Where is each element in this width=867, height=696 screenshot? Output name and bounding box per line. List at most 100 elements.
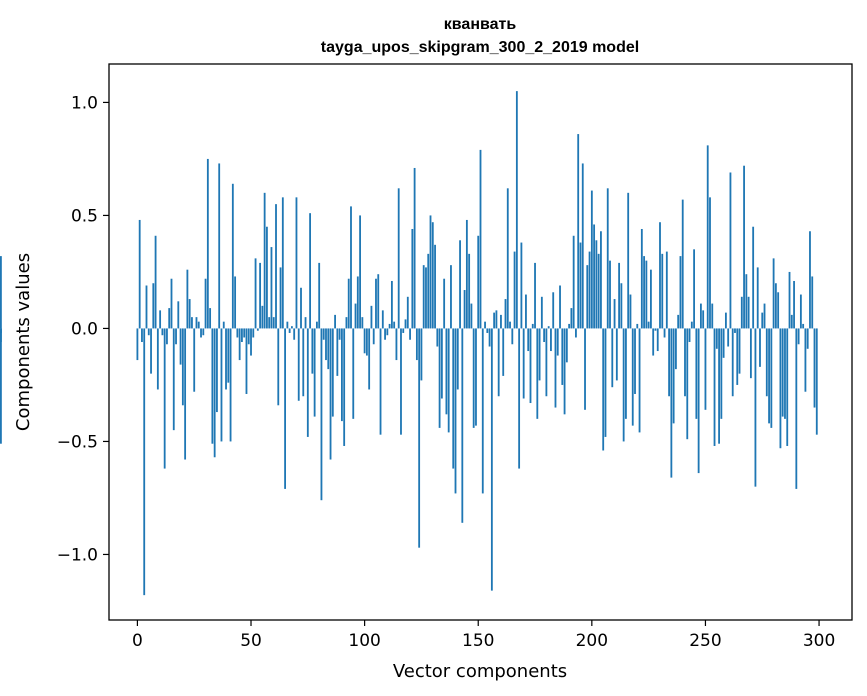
- bar: [570, 308, 573, 329]
- bar: [515, 91, 518, 329]
- x-tick-label: 300: [803, 631, 835, 651]
- bar: [813, 328, 816, 408]
- bar: [645, 260, 648, 329]
- bar: [556, 328, 559, 356]
- bar: [291, 326, 293, 329]
- bar: [606, 188, 609, 329]
- bar: [177, 301, 180, 329]
- bar: [170, 278, 173, 329]
- bar: [540, 296, 543, 329]
- bar: [361, 317, 364, 329]
- bar: [793, 280, 795, 329]
- bar: [375, 278, 377, 329]
- bar: [206, 158, 209, 329]
- bar: [320, 328, 323, 501]
- bar: [454, 328, 457, 494]
- bar: [745, 274, 748, 329]
- bar: [163, 328, 166, 469]
- bar: [688, 328, 691, 342]
- bar: [759, 328, 761, 367]
- bar: [309, 213, 311, 329]
- chart-title: кванвать: [444, 16, 517, 33]
- bar: [234, 276, 237, 329]
- bar: [300, 287, 302, 329]
- bar: [270, 247, 273, 329]
- bar: [243, 328, 246, 338]
- bar: [231, 183, 234, 329]
- bar: [311, 328, 314, 374]
- bar: [145, 285, 148, 329]
- bar: [381, 310, 384, 329]
- bar: [740, 296, 743, 329]
- bar: [788, 271, 791, 329]
- bar: [500, 314, 502, 329]
- bar: [450, 265, 452, 329]
- bar: [597, 253, 600, 329]
- bar: [297, 328, 300, 401]
- bar: [774, 283, 777, 329]
- bar: [679, 256, 682, 329]
- bar: [538, 328, 541, 381]
- bar: [620, 283, 623, 329]
- chart-subtitle: tayga_upos_skipgram_300_2_2019 model: [321, 39, 639, 56]
- bar: [222, 321, 225, 329]
- bar: [168, 308, 171, 329]
- bar: [781, 328, 784, 417]
- bar: [220, 328, 223, 442]
- bar: [513, 251, 516, 329]
- bar: [175, 328, 177, 345]
- bar: [447, 328, 450, 433]
- bar: [565, 328, 568, 363]
- bar: [279, 267, 282, 329]
- bar: [722, 328, 725, 358]
- bar: [663, 328, 666, 338]
- bar: [554, 328, 557, 408]
- bar: [172, 328, 175, 431]
- bar: [563, 328, 566, 415]
- bar: [681, 199, 684, 329]
- bar: [738, 328, 741, 374]
- bar: [259, 262, 262, 329]
- bar: [395, 328, 398, 361]
- bar: [404, 319, 407, 329]
- bar: [593, 224, 596, 329]
- x-tick-label: 100: [348, 631, 380, 651]
- bar: [241, 328, 243, 342]
- bar: [284, 328, 286, 489]
- bar: [0, 328, 2, 333]
- bar: [790, 314, 793, 329]
- bar: [713, 328, 716, 446]
- bar: [372, 328, 375, 345]
- bar: [202, 328, 205, 336]
- x-axis-ticks: 0 50 100 150 200 250 300: [132, 620, 835, 651]
- y-tick-label: −0.5: [57, 432, 98, 452]
- bar: [340, 328, 343, 422]
- bar: [479, 149, 482, 329]
- bar: [461, 328, 464, 523]
- bar: [186, 269, 189, 329]
- bar: [647, 321, 650, 329]
- bar: [304, 317, 307, 329]
- bar: [463, 290, 466, 329]
- bar: [238, 328, 241, 361]
- bar: [550, 328, 552, 352]
- bar: [668, 328, 670, 397]
- bar: [465, 219, 468, 329]
- bar: [281, 197, 284, 329]
- bar: [727, 328, 730, 347]
- bar: [752, 226, 755, 329]
- bar: [365, 328, 368, 356]
- bar: [765, 328, 768, 397]
- bar: [295, 197, 298, 329]
- bar: [579, 242, 582, 329]
- bar: [254, 258, 257, 329]
- bar: [706, 145, 709, 329]
- bar: [613, 299, 616, 329]
- bar: [400, 328, 402, 435]
- bar: [675, 328, 677, 370]
- bar: [809, 231, 811, 329]
- bar: [729, 172, 732, 329]
- y-tick-label: 0.0: [71, 319, 98, 339]
- bar: [734, 328, 736, 333]
